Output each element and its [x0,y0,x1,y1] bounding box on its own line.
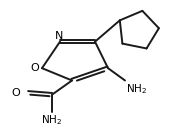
Text: N: N [55,31,63,41]
Text: NH$_2$: NH$_2$ [41,114,63,127]
Text: O: O [30,63,39,73]
Text: O: O [11,88,20,98]
Text: NH$_2$: NH$_2$ [126,82,147,96]
